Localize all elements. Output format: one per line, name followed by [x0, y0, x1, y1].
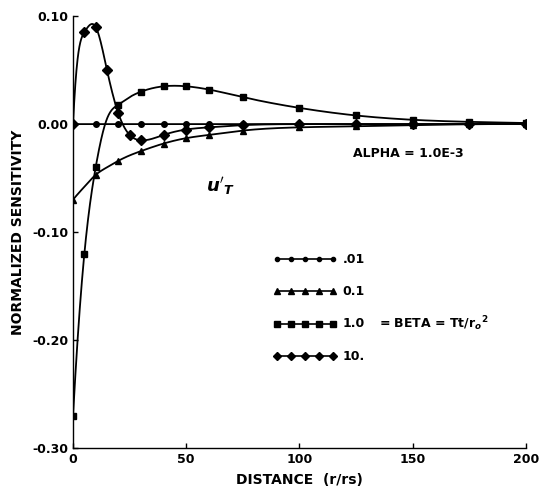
Y-axis label: NORMALIZED SENSITIVITY: NORMALIZED SENSITIVITY	[11, 129, 25, 335]
Text: ALPHA = 1.0E-3: ALPHA = 1.0E-3	[353, 146, 463, 159]
Text: $u'_T$: $u'_T$	[206, 175, 235, 197]
Text: 10.: 10.	[343, 350, 365, 363]
Text: 0.1: 0.1	[343, 285, 365, 298]
X-axis label: DISTANCE  (r/rs): DISTANCE (r/rs)	[236, 473, 363, 487]
Text: = BETA = Tt/r$_o$$^2$: = BETA = Tt/r$_o$$^2$	[378, 315, 488, 333]
Text: 1.0: 1.0	[343, 317, 365, 330]
Text: .01: .01	[343, 252, 365, 265]
